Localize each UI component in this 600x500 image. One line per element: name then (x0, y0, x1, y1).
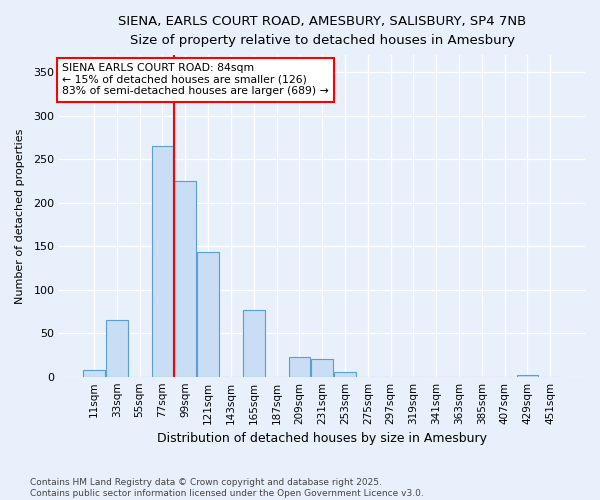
Bar (243, 310, 265, 376)
Text: Contains HM Land Registry data © Crown copyright and database right 2025.
Contai: Contains HM Land Registry data © Crown c… (30, 478, 424, 498)
Bar (83, 370, 105, 376)
Bar (334, 372, 356, 376)
Bar (289, 356, 310, 376)
Bar (175, 181, 196, 376)
Title: SIENA, EARLS COURT ROAD, AMESBURY, SALISBURY, SP4 7NB
Size of property relative : SIENA, EARLS COURT ROAD, AMESBURY, SALIS… (118, 15, 526, 47)
Bar (311, 360, 333, 376)
Y-axis label: Number of detached properties: Number of detached properties (15, 128, 25, 304)
Text: SIENA EARLS COURT ROAD: 84sqm
← 15% of detached houses are smaller (126)
83% of : SIENA EARLS COURT ROAD: 84sqm ← 15% of d… (62, 63, 329, 96)
Bar (106, 320, 128, 376)
X-axis label: Distribution of detached houses by size in Amesbury: Distribution of detached houses by size … (157, 432, 487, 445)
Bar (197, 252, 219, 376)
Bar (152, 146, 173, 376)
Bar (517, 375, 538, 376)
